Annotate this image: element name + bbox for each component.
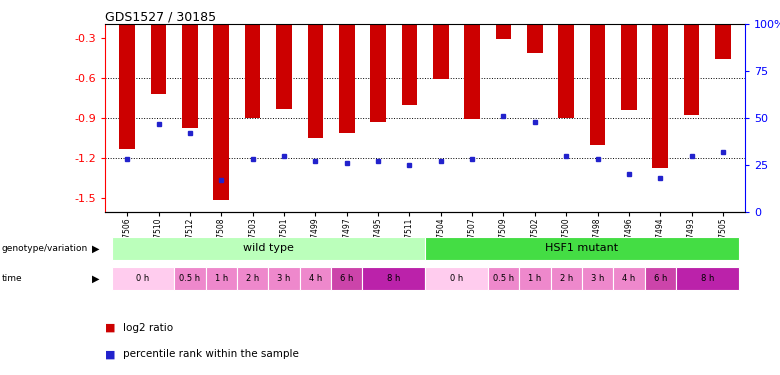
Text: ■: ■ [105,323,115,333]
Bar [519,267,551,290]
Text: 1 h: 1 h [528,274,541,283]
Bar [307,24,323,138]
Bar [237,267,268,290]
Text: ▶: ▶ [92,273,100,284]
Text: log2 ratio: log2 ratio [123,323,173,333]
Text: 3 h: 3 h [591,274,604,283]
Bar [495,24,512,39]
Text: HSF1 mutant: HSF1 mutant [545,243,619,254]
Bar [268,267,300,290]
Text: 0 h: 0 h [450,274,463,283]
Bar [558,24,574,118]
Bar [715,24,731,59]
Bar [331,267,363,290]
Text: 2 h: 2 h [246,274,259,283]
Bar [119,24,135,149]
Bar [684,24,700,116]
Bar [621,24,636,110]
Text: 1 h: 1 h [215,274,228,283]
Text: wild type: wild type [243,243,294,254]
Bar [425,267,488,290]
Text: 0.5 h: 0.5 h [493,274,514,283]
Bar [402,24,417,105]
Text: 4 h: 4 h [622,274,636,283]
Bar [151,24,166,94]
Bar [300,267,331,290]
Bar [214,24,229,200]
Text: GDS1527 / 30185: GDS1527 / 30185 [105,10,216,23]
Bar [644,267,676,290]
Bar [425,237,739,260]
Bar [339,24,355,133]
Bar [590,24,605,145]
Text: percentile rank within the sample: percentile rank within the sample [123,350,299,359]
Bar [245,24,261,118]
Bar [363,267,425,290]
Text: 6 h: 6 h [340,274,353,283]
Text: time: time [2,274,22,283]
Bar [613,267,644,290]
Text: 0.5 h: 0.5 h [179,274,200,283]
Bar [551,267,582,290]
Bar [433,24,448,79]
Text: 3 h: 3 h [278,274,291,283]
Bar [206,267,237,290]
Bar [370,24,386,122]
Bar [652,24,668,168]
Text: 8 h: 8 h [387,274,400,283]
Text: 6 h: 6 h [654,274,667,283]
Bar [464,24,480,120]
Bar [112,237,425,260]
Text: ▶: ▶ [92,243,100,254]
Bar [182,24,198,128]
Bar [112,267,174,290]
Bar [488,267,519,290]
Text: 2 h: 2 h [559,274,573,283]
Bar [174,267,206,290]
Text: 8 h: 8 h [700,274,714,283]
Text: genotype/variation: genotype/variation [2,244,88,253]
Text: 4 h: 4 h [309,274,322,283]
Text: ■: ■ [105,350,115,359]
Bar [276,24,292,109]
Bar [676,267,739,290]
Bar [582,267,613,290]
Bar [527,24,543,52]
Text: 0 h: 0 h [136,274,150,283]
